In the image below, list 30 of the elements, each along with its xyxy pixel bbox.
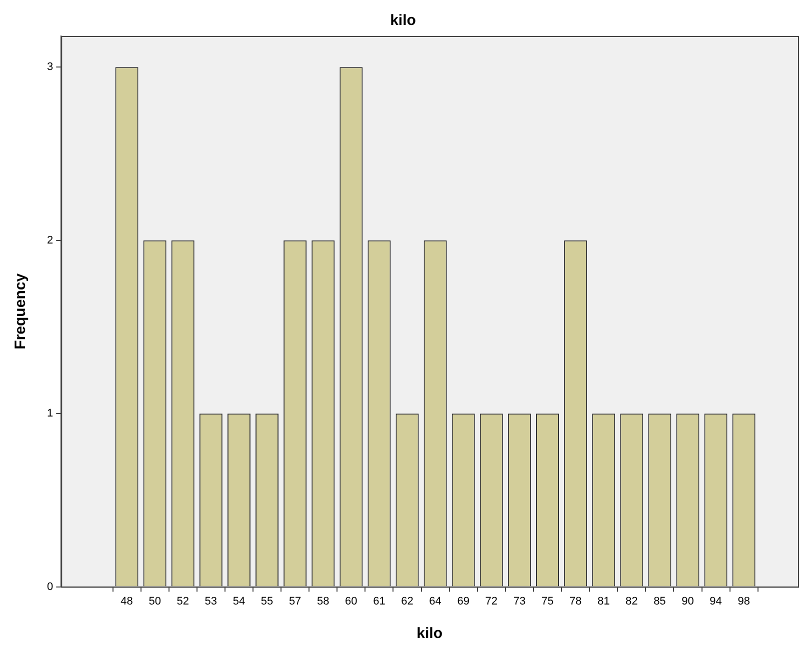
y-axis-title: Frequency <box>12 272 30 350</box>
x-tick-label: 82 <box>626 595 638 608</box>
x-tick-label: 50 <box>148 595 161 608</box>
x-tick-label: 75 <box>541 595 554 608</box>
x-tick-label: 90 <box>682 595 694 608</box>
x-tick-label: 60 <box>345 595 358 608</box>
x-tick-label: 62 <box>401 595 414 608</box>
x-tick-label: 69 <box>457 595 470 608</box>
x-tick-label: 81 <box>597 595 610 608</box>
x-tick-label: 85 <box>654 595 666 608</box>
x-tick-label: 54 <box>232 595 246 608</box>
x-tick-label: 94 <box>710 595 722 608</box>
x-tick-label: 52 <box>176 595 189 608</box>
y-tick-label: 2 <box>46 234 54 246</box>
x-tick-label: 78 <box>569 595 582 608</box>
x-tick-label: 98 <box>738 595 750 608</box>
chart-title: kilo <box>390 12 416 30</box>
x-axis-title: kilo <box>416 625 442 642</box>
x-tick-label: 61 <box>373 595 386 608</box>
y-tick-label: 3 <box>46 61 54 74</box>
x-tick-label: 57 <box>288 595 302 608</box>
x-tick-label: 73 <box>513 595 526 608</box>
x-tick-label: 53 <box>204 595 218 608</box>
x-tick-label: 58 <box>316 595 330 608</box>
y-tick-label: 1 <box>46 408 54 420</box>
y-tick-label: 0 <box>46 580 54 593</box>
x-tick-label: 48 <box>120 595 133 608</box>
x-tick-label: 72 <box>485 595 498 608</box>
x-tick-label: 55 <box>260 595 274 608</box>
x-tick-label: 64 <box>429 595 442 608</box>
